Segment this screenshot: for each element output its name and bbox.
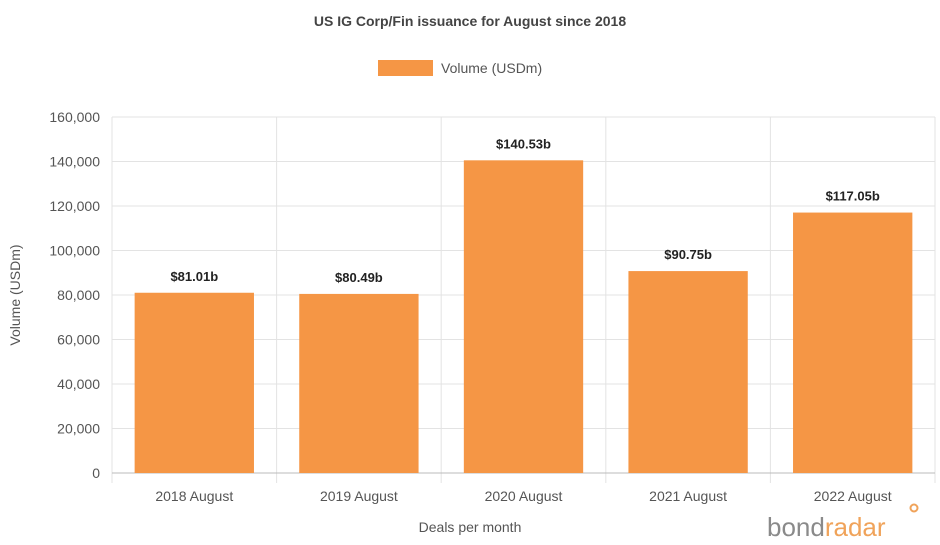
x-tick-label: 2019 August [320,488,398,504]
bondradar-logo: bondradar [767,503,919,542]
y-tick-label: 160,000 [49,109,100,125]
logo-radar: radar [825,512,886,542]
x-tick-label: 2018 August [155,488,233,504]
y-axis-title: Volume (USDm) [7,244,23,345]
legend-swatch [378,60,433,76]
y-tick-label: 0 [92,465,100,481]
y-tick-label: 80,000 [57,287,100,303]
data-label: $90.75b [664,247,712,262]
x-tick-label: 2020 August [485,488,563,504]
y-tick-label: 140,000 [49,154,100,170]
bar[interactable] [134,292,254,473]
data-label: $140.53b [496,136,551,151]
x-axis-ticks: 2018 August 2019 August 2020 August 2021 Au… [155,488,891,504]
y-tick-label: 100,000 [49,243,100,259]
y-tick-label: 120,000 [49,198,100,214]
logo-bond: bond [767,512,825,542]
logo-text: bondradar [767,512,886,542]
y-axis-ticks: 0 20,000 40,000 60,000 80,000 100,000 120,000 1… [49,109,100,481]
legend-label: Volume (USDm) [441,60,542,76]
x-axis-title: Deals per month [419,519,522,535]
y-tick-label: 40,000 [57,376,100,392]
y-tick-label: 20,000 [57,421,100,437]
data-label: $117.05b [826,189,880,204]
x-tick-label: 2021 August [649,488,727,504]
chart-title: US IG Corp/Fin issuance for August since… [314,13,626,29]
data-label: $81.01b [170,269,218,284]
bar[interactable] [793,212,913,473]
data-labels: $81.01b $80.49b $140.53b $90.75b $117.05b [170,136,879,285]
legend[interactable]: Volume (USDm) [378,60,542,76]
logo-dot-icon [909,503,919,513]
bar[interactable] [628,271,748,473]
x-tick-label: 2022 August [814,488,892,504]
bar[interactable] [299,293,419,473]
bar[interactable] [463,160,584,474]
data-label: $80.49b [335,270,383,285]
y-tick-label: 60,000 [57,332,100,348]
bars [134,160,913,474]
